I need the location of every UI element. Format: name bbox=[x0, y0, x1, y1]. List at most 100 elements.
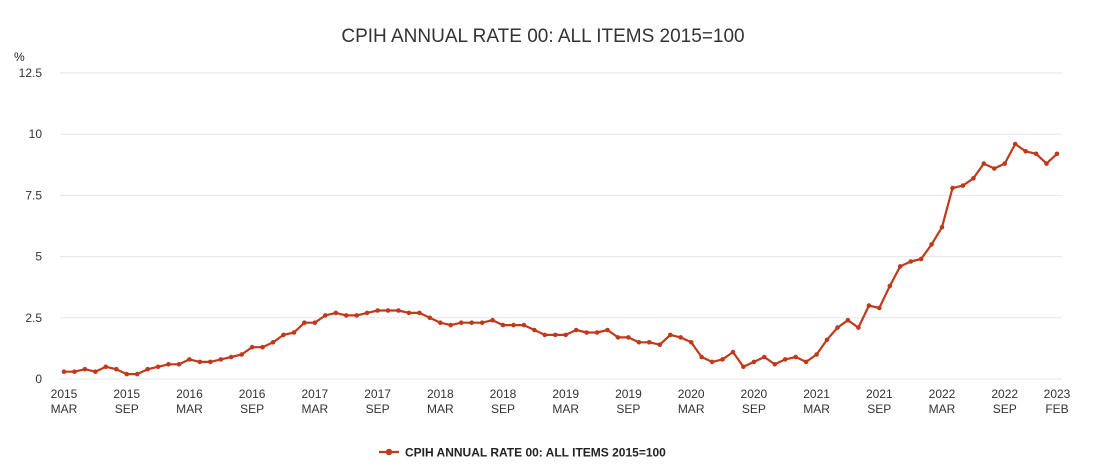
data-point[interactable] bbox=[793, 354, 798, 360]
data-point[interactable] bbox=[114, 366, 119, 372]
data-point[interactable] bbox=[166, 362, 171, 367]
data-point[interactable] bbox=[772, 362, 778, 367]
data-point[interactable] bbox=[605, 327, 610, 333]
data-point[interactable] bbox=[668, 332, 673, 338]
data-point[interactable] bbox=[835, 325, 840, 330]
data-point[interactable] bbox=[573, 327, 579, 333]
data-point[interactable] bbox=[960, 183, 966, 188]
data-point[interactable] bbox=[657, 342, 663, 348]
data-point[interactable] bbox=[302, 320, 307, 326]
data-point[interactable] bbox=[417, 310, 422, 316]
data-point[interactable] bbox=[176, 362, 182, 367]
data-point[interactable] bbox=[845, 317, 851, 323]
data-point[interactable] bbox=[929, 242, 934, 247]
data-point[interactable] bbox=[856, 325, 861, 330]
data-point[interactable] bbox=[500, 322, 506, 328]
data-point[interactable] bbox=[720, 357, 725, 362]
data-point[interactable] bbox=[636, 340, 642, 345]
data-point[interactable] bbox=[1044, 161, 1049, 166]
data-point[interactable] bbox=[553, 332, 558, 338]
data-point[interactable] bbox=[281, 332, 286, 338]
data-point[interactable] bbox=[364, 310, 370, 316]
data-point[interactable] bbox=[678, 335, 683, 340]
data-point[interactable] bbox=[615, 335, 621, 340]
data-point[interactable] bbox=[239, 352, 244, 357]
data-point[interactable] bbox=[124, 371, 129, 377]
data-point[interactable] bbox=[918, 256, 924, 262]
data-point[interactable] bbox=[249, 344, 255, 350]
data-point[interactable] bbox=[406, 310, 412, 316]
data-point[interactable] bbox=[270, 340, 276, 345]
data-point[interactable] bbox=[897, 264, 903, 269]
data-point[interactable] bbox=[323, 313, 328, 318]
data-point[interactable] bbox=[187, 357, 192, 362]
data-point[interactable] bbox=[532, 327, 537, 333]
data-point[interactable] bbox=[1002, 161, 1007, 166]
data-point[interactable] bbox=[343, 313, 349, 318]
data-point[interactable] bbox=[688, 340, 694, 345]
data-point[interactable] bbox=[1054, 151, 1060, 157]
data-point[interactable] bbox=[145, 366, 150, 372]
data-point[interactable] bbox=[1033, 151, 1039, 157]
data-point[interactable] bbox=[61, 369, 67, 375]
data-point[interactable] bbox=[741, 364, 746, 370]
data-point[interactable] bbox=[866, 303, 872, 308]
data-point[interactable] bbox=[762, 354, 767, 360]
data-point[interactable] bbox=[709, 359, 715, 365]
data-point[interactable] bbox=[971, 176, 976, 181]
data-point[interactable] bbox=[134, 371, 140, 377]
data-point[interactable] bbox=[291, 330, 297, 335]
data-point[interactable] bbox=[82, 366, 88, 372]
data-point[interactable] bbox=[992, 166, 997, 171]
data-point[interactable] bbox=[260, 344, 265, 350]
data-point[interactable] bbox=[93, 369, 98, 375]
data-point[interactable] bbox=[438, 320, 443, 326]
data-point[interactable] bbox=[824, 337, 830, 343]
data-point[interactable] bbox=[354, 313, 360, 318]
legend[interactable]: CPIH ANNUAL RATE 00: ALL ITEMS 2015=100 bbox=[379, 446, 666, 460]
data-point[interactable] bbox=[103, 364, 109, 370]
data-point[interactable] bbox=[647, 340, 652, 345]
data-point[interactable] bbox=[699, 354, 704, 360]
data-point[interactable] bbox=[803, 359, 809, 365]
data-point[interactable] bbox=[877, 305, 882, 311]
data-point[interactable] bbox=[939, 224, 945, 230]
data-point[interactable] bbox=[814, 352, 819, 357]
data-point[interactable] bbox=[981, 161, 987, 166]
data-point[interactable] bbox=[490, 317, 495, 323]
data-point[interactable] bbox=[730, 349, 736, 355]
data-point[interactable] bbox=[458, 320, 464, 326]
data-point[interactable] bbox=[563, 332, 568, 338]
x-tick-month: SEP bbox=[491, 402, 515, 416]
data-point[interactable] bbox=[584, 330, 589, 335]
data-point[interactable] bbox=[1023, 149, 1028, 154]
data-point[interactable] bbox=[312, 320, 318, 326]
data-point[interactable] bbox=[427, 315, 433, 321]
data-point[interactable] bbox=[218, 357, 224, 362]
data-point[interactable] bbox=[396, 308, 401, 313]
data-point[interactable] bbox=[208, 359, 213, 365]
data-point[interactable] bbox=[626, 335, 631, 340]
data-point[interactable] bbox=[197, 359, 203, 365]
data-point[interactable] bbox=[469, 320, 475, 326]
data-point[interactable] bbox=[511, 322, 516, 328]
data-point[interactable] bbox=[228, 354, 234, 360]
data-point[interactable] bbox=[908, 259, 913, 264]
data-point[interactable] bbox=[448, 322, 454, 328]
data-point[interactable] bbox=[521, 322, 527, 328]
data-point[interactable] bbox=[479, 320, 485, 326]
data-point[interactable] bbox=[950, 185, 955, 191]
data-point[interactable] bbox=[155, 364, 161, 370]
data-point[interactable] bbox=[594, 330, 600, 335]
data-point[interactable] bbox=[887, 283, 893, 289]
data-point[interactable] bbox=[385, 308, 391, 313]
data-point[interactable] bbox=[375, 308, 380, 313]
data-point[interactable] bbox=[1012, 141, 1018, 147]
data-point[interactable] bbox=[782, 357, 788, 362]
data-point[interactable] bbox=[751, 359, 757, 365]
data-point[interactable] bbox=[333, 310, 339, 316]
data-point[interactable] bbox=[72, 369, 77, 375]
data-point[interactable] bbox=[542, 332, 548, 338]
